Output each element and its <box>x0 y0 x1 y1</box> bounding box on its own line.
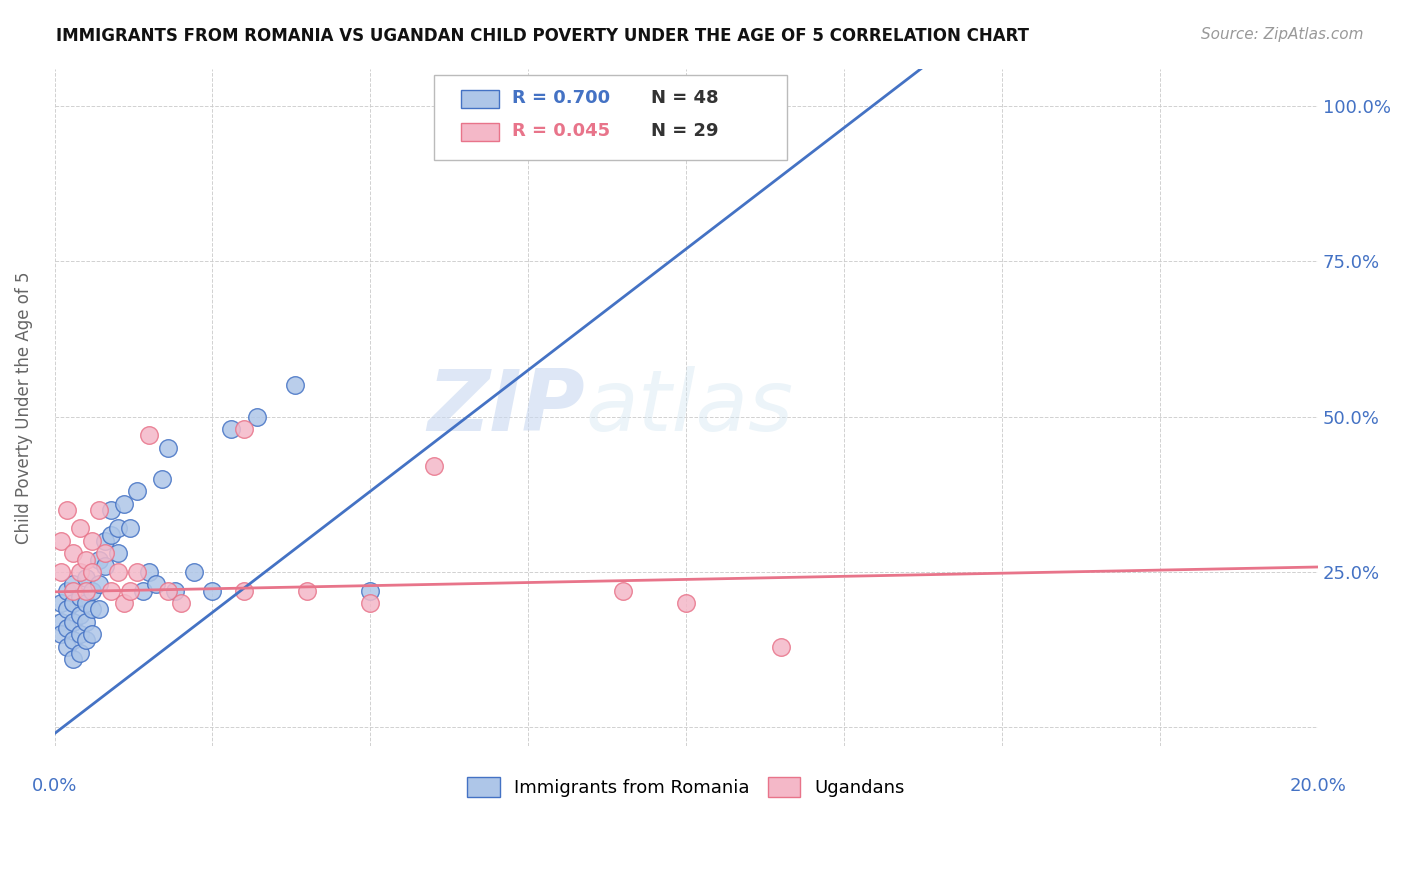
Point <box>62 652 84 666</box>
Point <box>284 378 307 392</box>
Point <box>56 602 79 616</box>
Point <box>62 633 84 648</box>
Text: Source: ZipAtlas.com: Source: ZipAtlas.com <box>1201 27 1364 42</box>
Point <box>221 422 243 436</box>
Point <box>75 571 97 585</box>
Point <box>94 546 117 560</box>
Point <box>75 552 97 566</box>
Point <box>75 583 97 598</box>
Point <box>454 99 477 113</box>
Point <box>163 583 186 598</box>
Point <box>125 484 148 499</box>
Text: 0.0%: 0.0% <box>32 777 77 795</box>
Point <box>120 521 142 535</box>
Point <box>49 627 72 641</box>
Point <box>56 583 79 598</box>
Point <box>82 583 104 598</box>
Point <box>157 441 180 455</box>
Text: N = 48: N = 48 <box>651 88 718 107</box>
Point <box>82 533 104 548</box>
Point <box>62 577 84 591</box>
Point <box>82 602 104 616</box>
Point <box>138 565 160 579</box>
FancyBboxPatch shape <box>461 123 499 141</box>
Point <box>107 565 129 579</box>
Point <box>100 583 122 598</box>
Text: N = 29: N = 29 <box>651 122 718 140</box>
Point <box>75 633 97 648</box>
Point <box>170 596 193 610</box>
Point <box>770 640 793 654</box>
Point <box>87 602 110 616</box>
Point <box>612 583 634 598</box>
Point <box>94 533 117 548</box>
Point <box>49 565 72 579</box>
Point <box>69 590 91 604</box>
FancyBboxPatch shape <box>433 75 787 160</box>
Point <box>49 615 72 629</box>
Point <box>107 521 129 535</box>
Point <box>62 615 84 629</box>
Text: 20.0%: 20.0% <box>1289 777 1347 795</box>
Point <box>62 546 84 560</box>
Point <box>69 646 91 660</box>
Point <box>69 608 91 623</box>
Point <box>112 596 135 610</box>
Text: R = 0.045: R = 0.045 <box>512 122 610 140</box>
Point <box>87 552 110 566</box>
FancyBboxPatch shape <box>461 90 499 108</box>
Point <box>69 565 91 579</box>
Point <box>56 621 79 635</box>
Point <box>75 615 97 629</box>
Point <box>422 459 444 474</box>
Point <box>82 565 104 579</box>
Point <box>75 596 97 610</box>
Point <box>56 503 79 517</box>
Point <box>62 596 84 610</box>
Point <box>120 583 142 598</box>
Point <box>49 533 72 548</box>
Point <box>107 546 129 560</box>
Point <box>233 422 256 436</box>
Text: R = 0.700: R = 0.700 <box>512 88 610 107</box>
Point <box>94 558 117 573</box>
Point <box>359 596 381 610</box>
Point <box>69 521 91 535</box>
Point <box>233 583 256 598</box>
Point <box>56 640 79 654</box>
Point <box>675 596 697 610</box>
Point <box>87 577 110 591</box>
Point <box>125 565 148 579</box>
Text: IMMIGRANTS FROM ROMANIA VS UGANDAN CHILD POVERTY UNDER THE AGE OF 5 CORRELATION : IMMIGRANTS FROM ROMANIA VS UGANDAN CHILD… <box>56 27 1029 45</box>
Y-axis label: Child Poverty Under the Age of 5: Child Poverty Under the Age of 5 <box>15 271 32 543</box>
Point <box>100 503 122 517</box>
Point <box>100 527 122 541</box>
Point <box>145 577 167 591</box>
Point <box>69 627 91 641</box>
Point <box>150 472 173 486</box>
Point <box>112 497 135 511</box>
Point <box>132 583 155 598</box>
Point <box>157 583 180 598</box>
Point <box>82 627 104 641</box>
Point <box>138 428 160 442</box>
Text: ZIP: ZIP <box>427 366 585 449</box>
Point <box>49 596 72 610</box>
Point <box>246 409 269 424</box>
Point <box>87 503 110 517</box>
Point <box>183 565 205 579</box>
Point <box>201 583 224 598</box>
Legend: Immigrants from Romania, Ugandans: Immigrants from Romania, Ugandans <box>460 770 912 805</box>
Point <box>359 583 381 598</box>
Point <box>62 583 84 598</box>
Point <box>297 583 319 598</box>
Text: atlas: atlas <box>585 366 793 449</box>
